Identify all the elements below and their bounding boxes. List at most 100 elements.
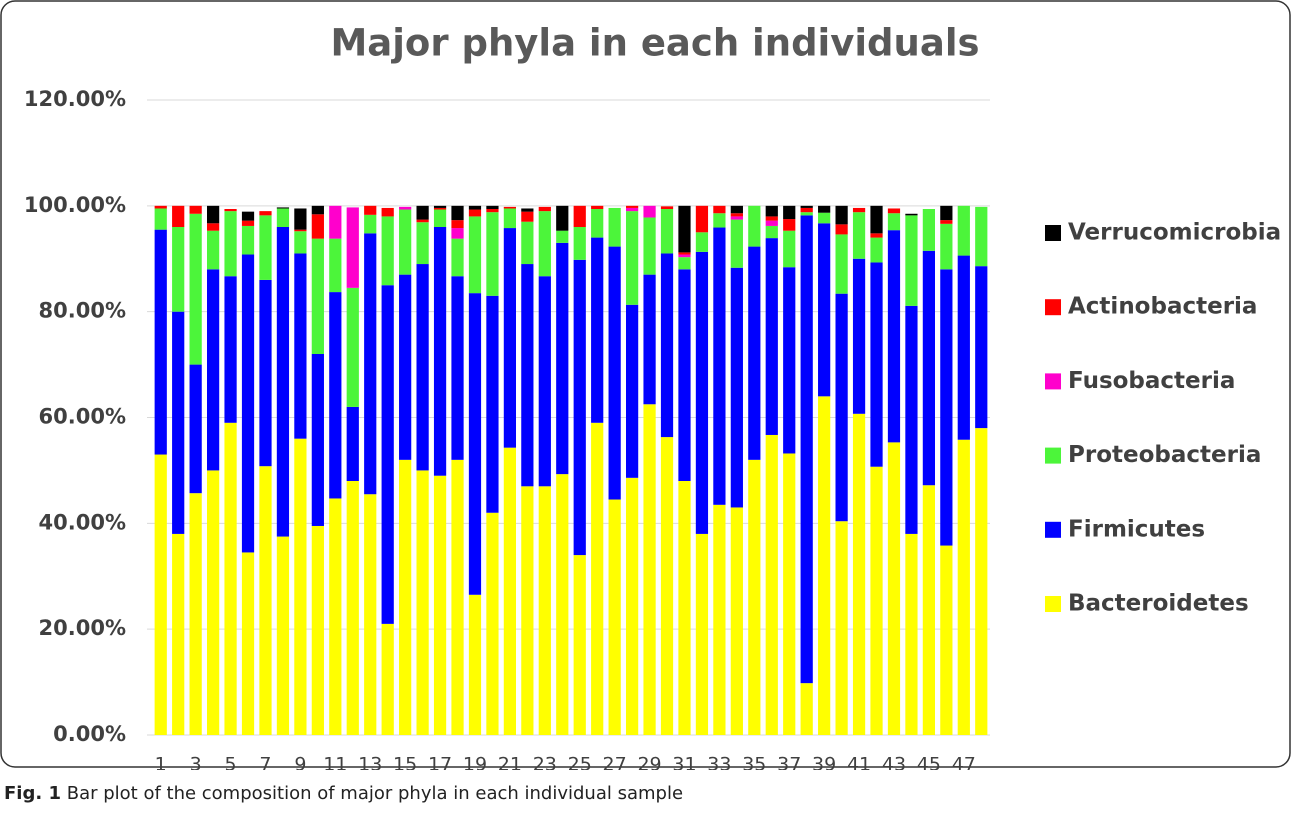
bar-segment	[224, 211, 237, 277]
bar-segment	[486, 205, 499, 210]
x-tick-label: 35	[742, 754, 766, 771]
bar-segment	[521, 264, 534, 487]
bar-segment	[783, 267, 796, 454]
bar-segment	[433, 475, 447, 735]
bar-segment	[660, 253, 674, 438]
bar-segment	[206, 470, 220, 735]
bar-segment	[416, 264, 429, 471]
bar-segment	[730, 213, 743, 217]
bar-segment	[922, 209, 936, 251]
bar-segment	[364, 233, 377, 495]
x-tick-label: 43	[882, 754, 906, 771]
legend-label: Actinobacteria	[1068, 294, 1257, 320]
bar-segment	[783, 453, 796, 735]
bar-segment	[154, 208, 167, 230]
bar-segment	[765, 238, 778, 435]
bar-segment	[765, 220, 778, 226]
bar-segment	[206, 230, 220, 270]
chart: Major phyla in each individuals 0.00% 20.…	[0, 0, 1291, 771]
bar-segment	[800, 207, 813, 213]
bar-segment	[940, 223, 953, 270]
legend-swatch	[1045, 225, 1061, 241]
bar-segment	[172, 533, 185, 735]
x-tick-label: 41	[847, 754, 871, 771]
bar-segment	[922, 250, 936, 486]
bar-segment	[538, 211, 551, 277]
bar-segment	[800, 205, 813, 208]
bar-segment	[765, 216, 778, 221]
x-tick-label: 15	[393, 754, 417, 771]
x-tick-label: 25	[568, 754, 592, 771]
x-tick-label: 47	[952, 754, 976, 771]
bar-segment	[678, 257, 691, 270]
bar-segment	[905, 215, 918, 306]
bar-segment	[852, 207, 866, 213]
bar-segment	[538, 276, 551, 487]
bar-segment	[835, 205, 848, 225]
bar-segment	[835, 521, 848, 735]
x-tick-label: 23	[533, 754, 557, 771]
bar-segment	[206, 269, 220, 471]
bar-segment	[643, 274, 656, 405]
bar-segment	[433, 209, 447, 227]
bar-segment	[625, 205, 639, 208]
bar-segment	[608, 246, 621, 500]
bar-segment	[713, 213, 726, 228]
bar-segment	[259, 466, 272, 735]
bar-segment	[748, 459, 761, 735]
bar-segment	[870, 466, 883, 735]
bar-segment	[556, 474, 569, 735]
bar-segment	[643, 404, 656, 735]
bar-segment	[800, 212, 813, 216]
bar-segment	[713, 227, 726, 505]
bar-segment	[625, 207, 639, 212]
bar-segment	[189, 205, 202, 214]
bar-segment	[765, 225, 778, 239]
bar-segment	[905, 533, 918, 735]
bar-segment	[870, 237, 883, 263]
bar-segment	[643, 205, 656, 218]
bar-segment	[224, 276, 237, 423]
bar-segment	[154, 454, 167, 735]
bar-segment	[346, 287, 359, 407]
bar-segment	[852, 258, 866, 414]
bar-segment	[975, 428, 988, 735]
bar-segment	[311, 525, 324, 735]
bar-segment	[625, 211, 639, 305]
bar-segment	[556, 230, 569, 243]
bar-segment	[241, 211, 255, 221]
bar-segment	[625, 304, 639, 478]
bar-segment	[416, 470, 429, 735]
bar-segment	[887, 442, 901, 735]
bar-segment	[591, 209, 604, 238]
x-tick-label: 3	[190, 754, 202, 771]
bar-segment	[818, 396, 831, 735]
bar-segment	[591, 237, 604, 423]
y-tick-label: 20.00%	[39, 616, 126, 640]
bar-segment	[730, 267, 743, 508]
bar-segment	[294, 229, 307, 232]
bar-segment	[521, 486, 534, 735]
bar-segment	[852, 413, 866, 735]
bar-segment	[468, 209, 482, 217]
bar-segment	[643, 217, 656, 275]
chart-title: Major phyla in each individuals	[330, 22, 979, 65]
bar-segment	[538, 486, 551, 735]
bar-segment	[294, 231, 307, 254]
bar-segment	[381, 623, 394, 735]
bar-segment	[940, 220, 953, 224]
bar-segment	[329, 498, 342, 735]
bar-segment	[730, 219, 743, 268]
bar-segment	[294, 253, 307, 439]
bar-segment	[399, 206, 412, 210]
bar-segment	[241, 225, 255, 255]
bar-segment	[399, 209, 412, 275]
bar-segment	[800, 683, 813, 735]
bar-segment	[329, 292, 342, 499]
bar-segment	[241, 552, 255, 735]
bar-segment	[678, 205, 691, 253]
bar-segment	[695, 251, 709, 534]
bar-segment	[451, 459, 464, 735]
bar-segment	[573, 205, 586, 227]
bar-segment	[905, 305, 918, 534]
